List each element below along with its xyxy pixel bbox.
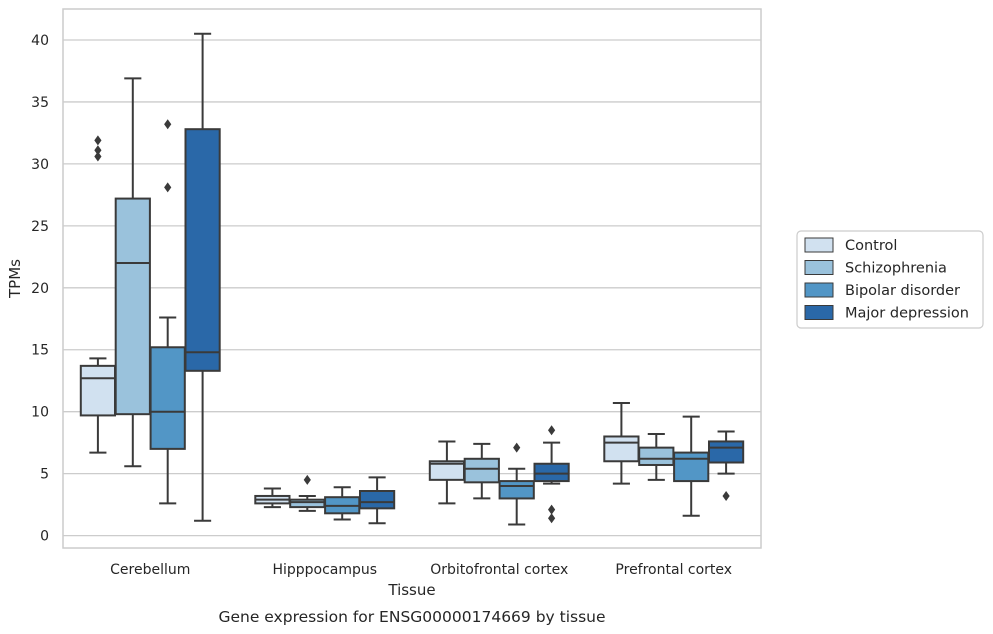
- box-3-1: [638, 433, 675, 481]
- outlier-point: [303, 474, 311, 485]
- box-iqr: [289, 498, 326, 509]
- box-iqr: [463, 457, 500, 484]
- box-iqr: [533, 462, 570, 483]
- y-tick-label: 25: [31, 219, 49, 235]
- outlier-point: [548, 504, 556, 515]
- x-tick-labels: Cerebellum Hipppocampus Orbitofrontal cort…: [110, 562, 732, 578]
- x-tick-label: Cerebellum: [110, 562, 190, 578]
- box-iqr: [707, 440, 745, 464]
- x-tick-label: Prefrontal cortex: [615, 562, 732, 578]
- outlier-point: [548, 425, 556, 436]
- box-0-3: [184, 32, 221, 522]
- box-1-0: [254, 487, 291, 509]
- y-tick-label: 20: [31, 281, 49, 297]
- y-tick-label: 0: [40, 529, 49, 545]
- y-tick-label: 5: [40, 467, 49, 483]
- box-0-0: [79, 135, 117, 454]
- legend-swatch: [804, 305, 834, 320]
- legend-label: Schizophrenia: [845, 261, 947, 277]
- x-axis-label: Tissue: [387, 581, 435, 599]
- box-iqr: [79, 364, 117, 417]
- outlier-point: [722, 490, 730, 501]
- box-0-1: [114, 77, 151, 468]
- boxes: [79, 32, 745, 526]
- legend-label: Major depression: [845, 306, 969, 322]
- box-iqr: [358, 490, 396, 510]
- y-tick-label: 35: [31, 95, 49, 111]
- outlier-point: [94, 135, 102, 146]
- outlier-point: [513, 442, 521, 453]
- legend-swatch: [804, 237, 834, 253]
- box-iqr: [184, 128, 221, 372]
- box-3-0: [603, 402, 640, 485]
- legend-frame: [796, 230, 984, 329]
- y-tick-label: 10: [31, 405, 49, 421]
- x-tick-label: Hipppocampus: [272, 562, 377, 578]
- box-2-3: [533, 425, 570, 524]
- legend-swatch: [804, 260, 834, 275]
- y-tick-labels: 0 5 10 15 20 25 30 35 40: [31, 33, 49, 545]
- legend-swatch: [804, 282, 834, 298]
- legend-label: Bipolar disorder: [845, 283, 960, 299]
- outlier-point: [94, 145, 102, 156]
- box-iqr: [603, 435, 640, 463]
- box-2-1: [463, 442, 500, 500]
- box-1-3: [358, 476, 396, 525]
- box-iqr: [638, 446, 675, 466]
- box-iqr: [673, 451, 710, 483]
- outlier-point: [94, 151, 102, 162]
- outlier-point: [164, 119, 172, 130]
- chart-caption: Gene expression for ENSG00000174669 by t…: [218, 608, 605, 626]
- box-3-2: [673, 415, 710, 517]
- box-0-2: [149, 119, 186, 505]
- box-1-1: [289, 474, 326, 512]
- box-3-3: [707, 430, 745, 501]
- box-2-2: [498, 442, 535, 526]
- y-tick-label: 15: [31, 343, 49, 359]
- x-tick-label: Orbitofrontal cortex: [430, 562, 568, 578]
- y-tick-label: 40: [31, 33, 49, 49]
- legend-label: Control: [845, 238, 897, 254]
- box-iqr: [114, 197, 151, 416]
- box-iqr: [149, 346, 186, 450]
- outlier-point: [548, 513, 556, 524]
- y-axis-label: TPMs: [6, 259, 24, 299]
- legend: Control Schizophrenia Bipolar disorder Majo…: [796, 230, 984, 329]
- box-1-2: [324, 486, 361, 521]
- plot-frame: [62, 8, 762, 549]
- box-2-0: [428, 440, 466, 505]
- outlier-point: [164, 182, 172, 193]
- box-iqr: [498, 480, 535, 500]
- y-tick-label: 30: [31, 157, 49, 173]
